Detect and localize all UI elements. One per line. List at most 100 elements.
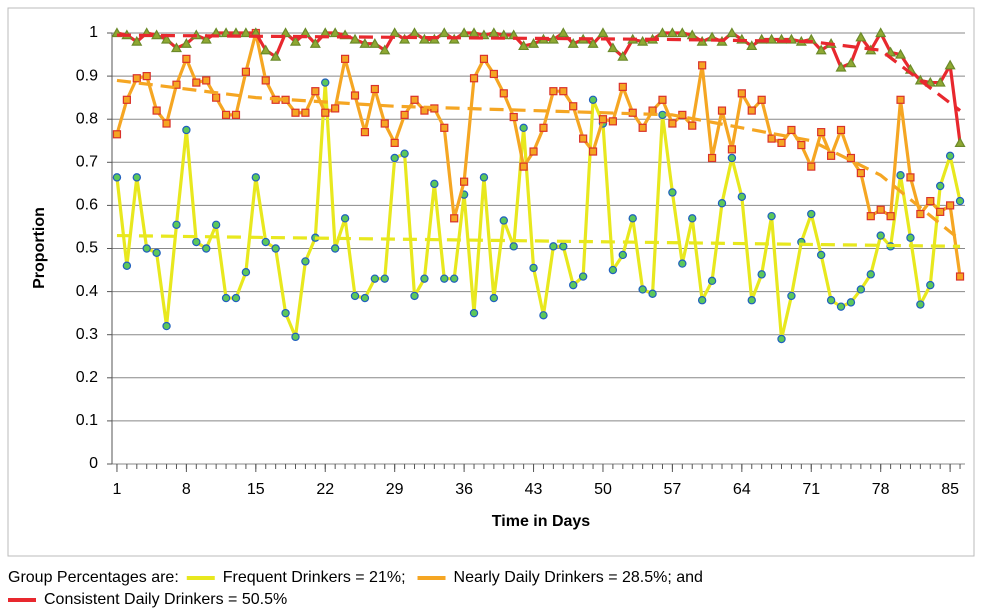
point [340, 54, 350, 63]
point [707, 276, 717, 286]
point [251, 173, 261, 182]
point [350, 91, 360, 100]
point [241, 67, 251, 76]
point [438, 27, 450, 38]
point [767, 134, 776, 143]
point [359, 38, 371, 48]
y-tick-label: 0.1 [76, 412, 98, 429]
y-tick-label: 0.2 [76, 369, 98, 386]
point [727, 145, 737, 154]
point [815, 44, 827, 55]
point [281, 308, 290, 318]
point [678, 110, 687, 119]
point [469, 74, 479, 83]
point [182, 54, 191, 63]
point [608, 117, 617, 126]
point [597, 27, 609, 38]
trend-line [116, 78, 962, 242]
point [747, 106, 756, 115]
y-tick-label: 1 [89, 24, 98, 41]
point [896, 95, 905, 104]
point [845, 57, 857, 68]
y-tick-label: 0.3 [76, 326, 98, 343]
point [856, 285, 866, 294]
point [379, 44, 391, 55]
point [787, 125, 796, 135]
point [172, 80, 181, 89]
point [717, 199, 727, 208]
point [528, 38, 540, 48]
point [420, 274, 429, 283]
y-tick-label: 0.4 [76, 283, 98, 300]
point [934, 76, 946, 87]
point [280, 27, 292, 38]
point [132, 74, 141, 83]
point [559, 242, 568, 251]
legend-label: Frequent Drinkers = 21%; [223, 569, 406, 586]
point [906, 173, 915, 182]
point [944, 59, 956, 70]
point [449, 274, 459, 283]
point [856, 168, 865, 178]
x-tick-label: 57 [664, 481, 682, 498]
point [826, 151, 836, 160]
point [737, 192, 747, 201]
point [142, 71, 151, 81]
point [231, 293, 241, 303]
point [241, 268, 251, 277]
point [569, 280, 578, 290]
point [607, 42, 619, 53]
y-tick-label: 0.6 [76, 197, 98, 214]
point [836, 302, 846, 311]
point [410, 95, 419, 104]
x-tick-label: 50 [594, 481, 612, 498]
point [916, 209, 925, 219]
point [954, 137, 966, 148]
point [618, 82, 627, 91]
point [309, 38, 321, 48]
point [876, 231, 885, 240]
point [260, 44, 272, 55]
x-tick-label: 15 [247, 481, 265, 498]
point [866, 212, 875, 221]
point [152, 106, 161, 115]
point [202, 76, 211, 85]
point [807, 209, 816, 219]
point [567, 38, 579, 48]
point [855, 31, 867, 42]
point [301, 108, 310, 117]
x-tick-label: 22 [316, 481, 334, 498]
point [946, 201, 955, 210]
point [895, 48, 907, 59]
point [717, 106, 727, 115]
point [301, 257, 310, 266]
point [846, 298, 856, 307]
trend-line [116, 233, 961, 248]
point [668, 119, 677, 128]
point [122, 261, 132, 270]
point [539, 311, 548, 320]
point [289, 35, 302, 46]
point [886, 212, 895, 221]
point [349, 33, 361, 44]
point [835, 61, 847, 72]
point [638, 285, 647, 294]
x-tick-label: 8 [182, 481, 191, 498]
point [369, 38, 381, 48]
point [519, 162, 528, 171]
point [777, 334, 786, 344]
point [370, 274, 380, 283]
point [557, 27, 569, 38]
point [142, 244, 151, 253]
point [955, 196, 965, 206]
x-tick-label: 29 [386, 481, 404, 498]
point [330, 244, 340, 253]
point [440, 123, 449, 132]
point [261, 237, 270, 247]
point [509, 242, 518, 251]
point [766, 33, 778, 44]
x-tick-label: 36 [455, 481, 473, 498]
point [569, 102, 578, 111]
x-axis-label: Time in Days [492, 513, 591, 530]
